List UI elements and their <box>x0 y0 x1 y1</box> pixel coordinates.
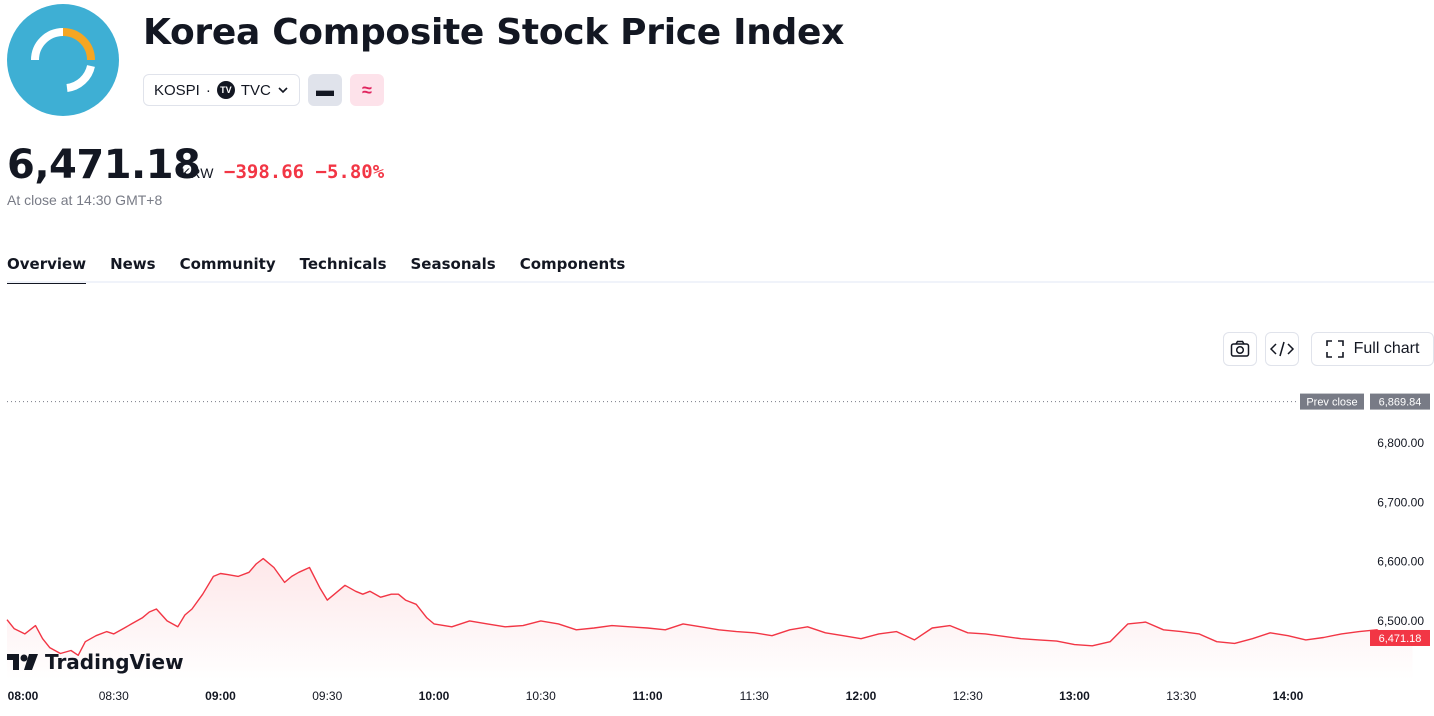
camera-icon <box>1230 340 1250 357</box>
tabs-divider <box>7 281 1434 283</box>
tradingview-logo-icon <box>7 654 38 670</box>
tradingview-label: TradingView <box>45 650 184 674</box>
change-value: −398.66 <box>224 161 305 183</box>
y-tick-label: 6,500.00 <box>1377 614 1424 628</box>
code-icon <box>1269 341 1295 357</box>
last-price: 6,471.18 <box>7 142 201 188</box>
currency-label: KRW <box>181 165 214 181</box>
symbol-label: KOSPI <box>154 81 200 99</box>
separator-dot: · <box>205 81 211 99</box>
y-tick-label: 6,600.00 <box>1377 555 1424 569</box>
price-line <box>6 557 1413 656</box>
full-chart-label: Full chart <box>1353 340 1420 357</box>
tv-badge-icon: TV <box>216 81 235 99</box>
x-tick-label: 13:30 <box>1166 689 1196 703</box>
minus-icon: ▬ <box>316 79 334 100</box>
tab-community[interactable]: Community <box>179 255 276 273</box>
x-tick-label: 09:00 <box>205 689 236 703</box>
compare-button[interactable]: ≈ <box>350 74 384 106</box>
price-change: −398.66 −5.80% <box>224 161 384 183</box>
x-tick-label: 12:30 <box>953 689 983 703</box>
kospi-logo-icon <box>7 4 119 116</box>
last-price-badge: 6,471.18 <box>1379 633 1422 645</box>
market-status-button[interactable]: ▬ <box>308 74 342 106</box>
page-title: Korea Composite Stock Price Index <box>143 12 845 53</box>
tab-components[interactable]: Components <box>519 255 626 273</box>
y-tick-label: 6,700.00 <box>1377 495 1424 509</box>
market-status-text: At close at 14:30 GMT+8 <box>7 192 163 208</box>
x-tick-label: 13:00 <box>1059 689 1090 703</box>
snapshot-button[interactable] <box>1223 332 1257 366</box>
last-price-badge-bg <box>1370 629 1430 646</box>
embed-button[interactable] <box>1265 332 1299 366</box>
prev-close-value: 6,869.84 <box>1379 397 1422 409</box>
x-tick-label: 11:30 <box>740 689 769 703</box>
x-tick-label: 10:00 <box>419 689 450 703</box>
x-tick-label: 10:30 <box>526 689 556 703</box>
prev-close-badge: Prev close 6,869.84 <box>1300 393 1430 410</box>
change-percent: −5.80% <box>315 161 385 183</box>
exchange-label: TVC <box>240 81 271 99</box>
y-tick-label: 6,800.00 <box>1377 436 1424 450</box>
tab-bar: Overview News Community Technicals Seaso… <box>7 255 625 284</box>
tab-news[interactable]: News <box>110 255 156 273</box>
x-tick-label: 09:30 <box>312 689 342 703</box>
prev-close-label: Prev close <box>1306 397 1357 409</box>
chevron-down-icon <box>278 87 288 94</box>
tab-technicals[interactable]: Technicals <box>299 255 387 273</box>
x-tick-label: 14:00 <box>1273 689 1304 703</box>
x-tick-label: 11:00 <box>632 689 662 703</box>
tab-overview[interactable]: Overview <box>7 255 87 284</box>
tab-seasonals[interactable]: Seasonals <box>410 255 496 273</box>
approx-icon: ≈ <box>362 79 372 100</box>
fullscreen-icon <box>1325 340 1344 358</box>
price-chart[interactable]: 6,800.00 6,700.00 6,600.00 6,500.00 Prev clo… <box>0 380 1434 716</box>
prev-close-value-bg <box>1370 393 1430 410</box>
full-chart-button[interactable]: Full chart <box>1311 332 1434 366</box>
prev-close-label-bg <box>1300 393 1364 410</box>
x-tick-label: 08:30 <box>99 689 129 703</box>
price-area-fill <box>7 558 1413 680</box>
x-tick-label: 12:00 <box>846 689 877 703</box>
x-tick-label: 08:00 <box>8 689 39 703</box>
symbol-exchange-selector[interactable]: KOSPI · TV TVC <box>143 74 300 106</box>
tradingview-logo: TradingView <box>7 650 184 674</box>
